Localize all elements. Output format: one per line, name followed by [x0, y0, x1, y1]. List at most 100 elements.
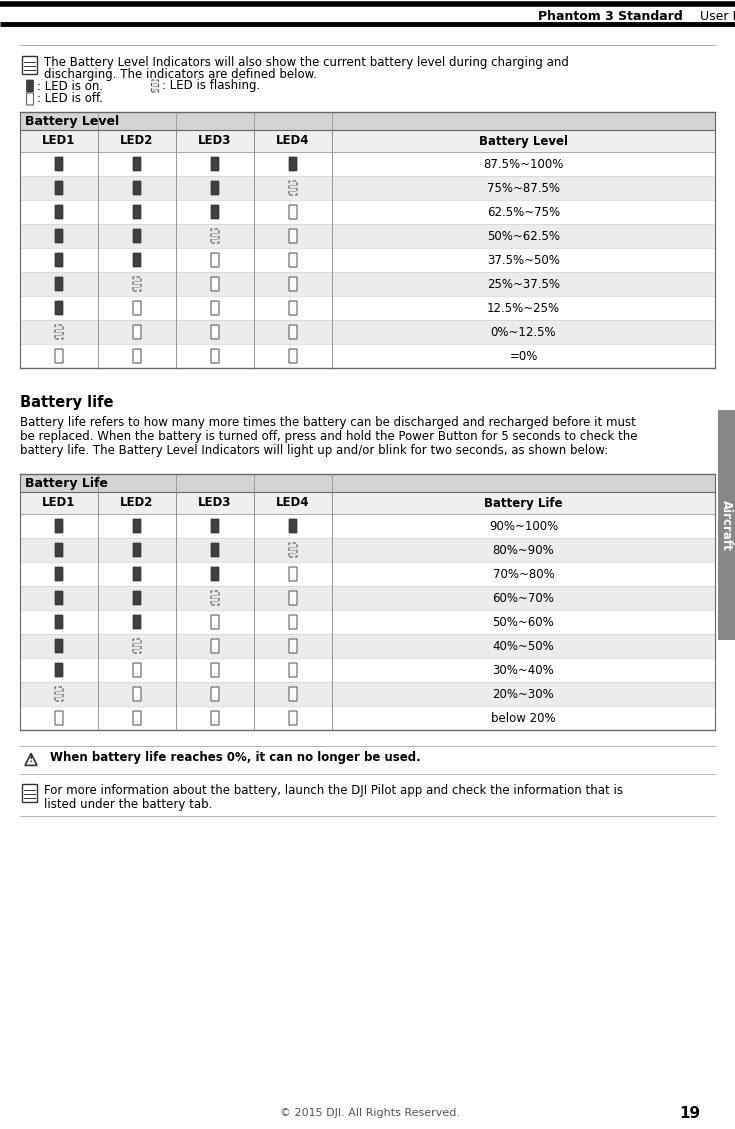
FancyBboxPatch shape	[289, 325, 297, 339]
Text: : LED is on.: : LED is on.	[37, 79, 103, 93]
Text: 70%~80%: 70%~80%	[492, 568, 554, 580]
Text: 0%~12.5%: 0%~12.5%	[491, 325, 556, 339]
Text: 40%~50%: 40%~50%	[492, 639, 554, 653]
Text: =0%: =0%	[509, 350, 538, 362]
Bar	[20, 658, 715, 682]
FancyBboxPatch shape	[55, 229, 63, 243]
FancyBboxPatch shape	[55, 181, 63, 195]
Text: battery life. The Battery Level Indicators will light up and/or blink for two se: battery life. The Battery Level Indicato…	[20, 444, 609, 457]
FancyBboxPatch shape	[133, 663, 141, 677]
FancyBboxPatch shape	[289, 639, 297, 653]
Text: 20%~30%: 20%~30%	[492, 688, 554, 700]
FancyBboxPatch shape	[133, 229, 141, 243]
FancyBboxPatch shape	[55, 639, 63, 653]
Bar	[718, 410, 735, 640]
Text: LED1: LED1	[43, 497, 76, 509]
Text: Battery Level: Battery Level	[25, 114, 119, 128]
Bar	[20, 514, 715, 539]
Text: LED1: LED1	[43, 134, 76, 148]
FancyBboxPatch shape	[55, 157, 63, 170]
FancyBboxPatch shape	[289, 157, 297, 170]
Text: : LED is flashing.: : LED is flashing.	[162, 79, 260, 93]
Bar	[20, 492, 715, 514]
FancyBboxPatch shape	[211, 277, 219, 291]
FancyBboxPatch shape	[211, 301, 219, 315]
Text: LED2: LED2	[121, 134, 154, 148]
FancyBboxPatch shape	[26, 80, 34, 91]
FancyBboxPatch shape	[55, 301, 63, 315]
FancyBboxPatch shape	[211, 543, 219, 557]
Text: Battery life: Battery life	[20, 394, 113, 410]
FancyBboxPatch shape	[211, 519, 219, 533]
Text: 90%~100%: 90%~100%	[489, 519, 558, 533]
FancyBboxPatch shape	[133, 639, 141, 653]
FancyBboxPatch shape	[289, 301, 297, 315]
FancyBboxPatch shape	[211, 567, 219, 581]
Text: 87.5%~100%: 87.5%~100%	[484, 158, 564, 170]
FancyBboxPatch shape	[55, 663, 63, 677]
Bar	[20, 248, 715, 272]
FancyBboxPatch shape	[55, 325, 63, 339]
Text: For more information about the battery, launch the DJI Pilot app and check the i: For more information about the battery, …	[44, 784, 623, 797]
Bar	[20, 176, 715, 200]
FancyBboxPatch shape	[133, 325, 141, 339]
FancyBboxPatch shape	[211, 663, 219, 677]
FancyBboxPatch shape	[133, 688, 141, 701]
FancyBboxPatch shape	[133, 277, 141, 291]
FancyBboxPatch shape	[55, 711, 63, 725]
FancyBboxPatch shape	[289, 253, 297, 266]
Text: : LED is off.: : LED is off.	[37, 93, 103, 105]
FancyBboxPatch shape	[133, 711, 141, 725]
Text: 25%~37.5%: 25%~37.5%	[487, 278, 560, 290]
Text: LED4: LED4	[276, 134, 309, 148]
FancyBboxPatch shape	[211, 205, 219, 219]
FancyBboxPatch shape	[133, 205, 141, 219]
Text: 12.5%~25%: 12.5%~25%	[487, 301, 560, 315]
Text: 30%~40%: 30%~40%	[492, 664, 554, 676]
FancyBboxPatch shape	[55, 349, 63, 364]
FancyBboxPatch shape	[55, 615, 63, 629]
Bar	[20, 586, 715, 610]
Text: 80%~90%: 80%~90%	[492, 543, 554, 557]
Text: 50%~60%: 50%~60%	[492, 615, 554, 629]
FancyBboxPatch shape	[211, 349, 219, 364]
Text: 75%~87.5%: 75%~87.5%	[487, 182, 560, 194]
Text: © 2015 DJI. All Rights Reserved.: © 2015 DJI. All Rights Reserved.	[280, 1108, 460, 1118]
FancyBboxPatch shape	[211, 181, 219, 195]
Bar	[20, 112, 715, 130]
Bar	[20, 272, 715, 296]
FancyBboxPatch shape	[55, 277, 63, 291]
FancyBboxPatch shape	[55, 543, 63, 557]
FancyBboxPatch shape	[133, 349, 141, 364]
FancyBboxPatch shape	[211, 639, 219, 653]
FancyBboxPatch shape	[289, 519, 297, 533]
FancyBboxPatch shape	[289, 205, 297, 219]
Text: Battery Life: Battery Life	[25, 476, 108, 490]
FancyBboxPatch shape	[289, 181, 297, 195]
Text: When battery life reaches 0%, it can no longer be used.: When battery life reaches 0%, it can no …	[50, 752, 420, 764]
FancyBboxPatch shape	[211, 688, 219, 701]
Text: LED3: LED3	[198, 497, 232, 509]
Text: User Manual: User Manual	[700, 9, 735, 23]
FancyBboxPatch shape	[55, 688, 63, 701]
Bar	[20, 296, 715, 320]
Bar	[20, 320, 715, 344]
FancyBboxPatch shape	[133, 181, 141, 195]
Bar	[20, 200, 715, 224]
Text: 37.5%~50%: 37.5%~50%	[487, 254, 560, 266]
FancyBboxPatch shape	[133, 253, 141, 266]
Bar	[20, 634, 715, 658]
FancyBboxPatch shape	[211, 590, 219, 605]
FancyBboxPatch shape	[26, 93, 34, 105]
Text: !: !	[29, 754, 33, 764]
FancyBboxPatch shape	[55, 205, 63, 219]
FancyBboxPatch shape	[133, 543, 141, 557]
Text: LED2: LED2	[121, 497, 154, 509]
Text: 62.5%~75%: 62.5%~75%	[487, 205, 560, 219]
Bar	[22, 784, 37, 802]
FancyBboxPatch shape	[211, 157, 219, 170]
FancyBboxPatch shape	[211, 253, 219, 266]
FancyBboxPatch shape	[133, 519, 141, 533]
Text: Battery Level: Battery Level	[479, 134, 568, 148]
Text: 19: 19	[679, 1105, 700, 1120]
